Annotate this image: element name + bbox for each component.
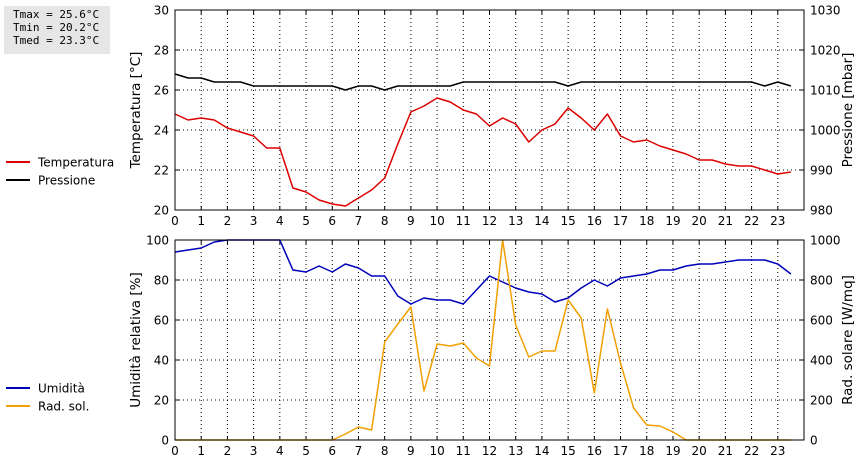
- y2-tick-label: 1000: [810, 234, 841, 248]
- y-tick-label: 0: [161, 434, 169, 448]
- series-line-0: [174, 97, 792, 207]
- x-tick-label: 4: [276, 214, 284, 228]
- x-tick-label: 9: [407, 214, 415, 228]
- y-tick-label: 80: [154, 274, 169, 288]
- x-tick-label: 19: [665, 214, 680, 228]
- y-tick-label: 24: [154, 124, 169, 138]
- legend-label: Rad. sol.: [38, 400, 89, 414]
- y2-axis-label: Rad. solare [W/mq]: [840, 275, 856, 405]
- x-tick-label: 13: [508, 214, 523, 228]
- x-tick-label: 0: [171, 444, 179, 458]
- y2-tick-label: 200: [810, 394, 833, 408]
- x-tick-label: 13: [508, 444, 523, 458]
- x-tick-label: 17: [613, 444, 628, 458]
- x-tick-label: 9: [407, 444, 415, 458]
- x-tick-label: 1: [197, 214, 205, 228]
- legend-label: Temperatura: [37, 156, 114, 170]
- series-line-2: [174, 239, 792, 305]
- x-tick-label: 19: [665, 444, 680, 458]
- series-line-1: [174, 73, 792, 91]
- y2-tick-label: 1000: [810, 124, 841, 138]
- plot-frame: [174, 239, 805, 441]
- x-tick-label: 15: [560, 214, 575, 228]
- x-tick-label: 7: [355, 444, 363, 458]
- x-tick-label: 2: [224, 444, 232, 458]
- x-tick-label: 22: [744, 444, 759, 458]
- y2-tick-label: 800: [810, 274, 833, 288]
- y-tick-label: 60: [154, 314, 169, 328]
- x-tick-label: 4: [276, 444, 284, 458]
- x-tick-label: 18: [639, 214, 654, 228]
- x-tick-label: 6: [328, 444, 336, 458]
- series-line-3: [175, 239, 791, 441]
- temperature-stats-box: Tmax = 25.6°C Tmin = 20.2°C Tmed = 23.3°…: [4, 6, 110, 54]
- y2-tick-label: 600: [810, 314, 833, 328]
- y-tick-label: 20: [154, 394, 169, 408]
- y-tick-label: 40: [154, 354, 169, 368]
- y-tick-label: 28: [154, 44, 169, 58]
- x-tick-label: 21: [718, 214, 733, 228]
- y2-tick-label: 1010: [810, 84, 841, 98]
- x-tick-label: 14: [534, 214, 549, 228]
- legend-label: Umidità: [38, 382, 85, 396]
- x-tick-label: 23: [770, 444, 785, 458]
- x-tick-label: 21: [718, 444, 733, 458]
- y-axis-label: Temperatura [°C]: [128, 52, 144, 170]
- y2-tick-label: 0: [810, 434, 818, 448]
- y-tick-label: 20: [154, 204, 169, 218]
- x-tick-label: 16: [587, 214, 602, 228]
- x-tick-label: 11: [456, 444, 471, 458]
- y2-tick-label: 990: [810, 164, 833, 178]
- x-tick-label: 23: [770, 214, 785, 228]
- x-tick-label: 12: [482, 444, 497, 458]
- x-tick-label: 17: [613, 214, 628, 228]
- x-tick-label: 20: [692, 444, 707, 458]
- x-tick-label: 5: [302, 444, 310, 458]
- legend-label: Pressione: [38, 174, 95, 188]
- x-tick-label: 14: [534, 444, 549, 458]
- plot-frame: [174, 9, 805, 211]
- y2-tick-label: 980: [810, 204, 833, 218]
- tmax-stat: Tmax = 25.6°C: [13, 8, 100, 21]
- tmin-stat: Tmin = 20.2°C: [13, 21, 100, 34]
- x-tick-label: 5: [302, 214, 310, 228]
- x-tick-label: 2: [224, 214, 232, 228]
- x-tick-label: 12: [482, 214, 497, 228]
- x-tick-label: 7: [355, 214, 363, 228]
- y2-tick-label: 400: [810, 354, 833, 368]
- x-tick-label: 10: [429, 214, 444, 228]
- x-tick-label: 10: [429, 444, 444, 458]
- x-tick-label: 3: [250, 214, 258, 228]
- y-tick-label: 22: [154, 164, 169, 178]
- x-tick-label: 15: [560, 444, 575, 458]
- tmed-stat: Tmed = 23.3°C: [13, 34, 100, 47]
- y2-axis-label: Pressione [mbar]: [840, 53, 856, 168]
- y2-tick-label: 1020: [810, 44, 841, 58]
- y2-tick-label: 1030: [810, 4, 841, 18]
- y-axis-label: Umidità relativa [%]: [128, 272, 144, 408]
- x-tick-label: 0: [171, 214, 179, 228]
- x-tick-label: 1: [197, 444, 205, 458]
- x-tick-label: 18: [639, 444, 654, 458]
- x-tick-label: 3: [250, 444, 258, 458]
- x-tick-label: 22: [744, 214, 759, 228]
- x-tick-label: 11: [456, 214, 471, 228]
- y-tick-label: 100: [146, 234, 169, 248]
- x-tick-label: 8: [381, 444, 389, 458]
- x-tick-label: 20: [692, 214, 707, 228]
- x-tick-label: 16: [587, 444, 602, 458]
- x-tick-label: 8: [381, 214, 389, 228]
- x-tick-label: 6: [328, 214, 336, 228]
- y-tick-label: 30: [154, 4, 169, 18]
- y-tick-label: 26: [154, 84, 169, 98]
